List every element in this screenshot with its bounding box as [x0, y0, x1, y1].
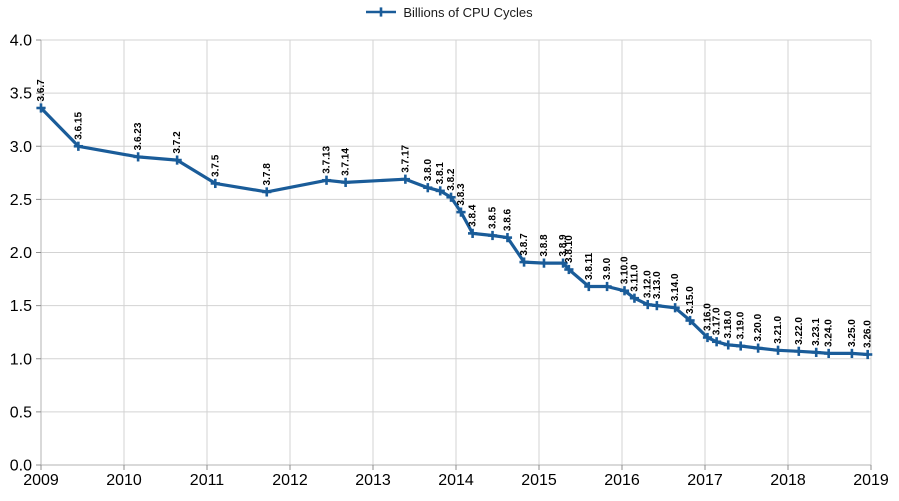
data-point-label: 3.8.11 [584, 252, 595, 280]
data-point-label: 3.7.8 [262, 163, 273, 186]
x-tick-label: 2009 [23, 472, 59, 489]
data-point-label: 3.8.10 [564, 235, 575, 263]
y-tick-label: 1.5 [10, 298, 32, 315]
x-tick-label: 2010 [106, 472, 142, 489]
data-point-label: 3.7.17 [400, 144, 411, 172]
legend-series-label: Billions of CPU Cycles [403, 4, 533, 20]
data-point-label: 3.12.0 [643, 270, 654, 298]
legend: Billions of CPU Cycles [0, 3, 899, 21]
data-point-label: 3.22.0 [794, 317, 805, 345]
data-point-label: 3.21.0 [773, 316, 784, 344]
y-tick-label: 2.0 [10, 245, 32, 262]
data-point-label: 3.8.4 [468, 204, 479, 227]
x-tick-label: 2011 [190, 472, 225, 489]
data-point-label: 3.23.1 [811, 318, 822, 346]
data-point-label: 3.6.23 [133, 122, 144, 150]
data-point-label: 3.24.0 [824, 319, 835, 347]
data-point-label: 3.16.0 [702, 303, 713, 331]
y-tick-label: 0.5 [10, 404, 32, 421]
data-point-label: 3.8.8 [539, 234, 550, 257]
x-tick-label: 2014 [438, 472, 474, 489]
data-point-label: 3.25.0 [847, 319, 858, 347]
x-tick-label: 2017 [687, 472, 723, 489]
data-point-label: 3.8.9 [558, 234, 569, 257]
data-point-label: 3.10.0 [619, 256, 630, 284]
data-point-label: 3.14.0 [670, 273, 681, 301]
data-point-label: 3.18.0 [723, 310, 734, 338]
data-point-label: 3.13.0 [652, 271, 663, 299]
y-tick-label: 2.5 [10, 192, 32, 209]
x-tick-label: 2015 [521, 472, 557, 489]
data-point-label: 3.17.0 [712, 307, 723, 335]
data-point-label: 3.9.0 [602, 257, 613, 280]
data-point-label: 3.7.5 [210, 154, 221, 177]
x-tick-label: 2018 [770, 472, 806, 489]
data-point-label: 3.19.0 [736, 311, 747, 339]
data-point-label: 3.8.0 [423, 159, 434, 182]
data-point-label: 3.26.0 [863, 320, 874, 348]
data-point-label: 3.7.2 [172, 131, 183, 154]
data-point-label: 3.8.3 [456, 183, 467, 206]
y-tick-label: 1.0 [10, 351, 32, 368]
data-point-label: 3.8.1 [435, 162, 446, 185]
data-point-label: 3.8.7 [519, 233, 530, 256]
data-point-label: 3.15.0 [685, 286, 696, 314]
data-point-label: 3.7.13 [322, 146, 333, 174]
x-tick-label: 2016 [604, 472, 640, 489]
series-line-plus-marker-icon [366, 7, 397, 17]
y-tick-label: 3.5 [10, 86, 32, 103]
data-point-label: 3.6.15 [73, 112, 84, 140]
data-point-label: 3.6.7 [36, 79, 47, 102]
data-point-label: 3.8.5 [488, 206, 499, 229]
data-point-label: 3.11.0 [629, 264, 640, 292]
data-point-label: 3.20.0 [753, 313, 764, 341]
x-tick-label: 2013 [355, 472, 391, 489]
x-tick-label: 2012 [272, 472, 308, 489]
data-point-label: 3.8.6 [502, 208, 513, 231]
data-point-label: 3.7.14 [341, 148, 352, 176]
data-point-label: 3.8.2 [446, 168, 457, 191]
y-tick-label: 0.0 [10, 458, 32, 475]
x-tick-label: 2019 [853, 472, 889, 489]
y-tick-label: 4.0 [10, 33, 32, 50]
y-tick-label: 3.0 [10, 139, 32, 156]
